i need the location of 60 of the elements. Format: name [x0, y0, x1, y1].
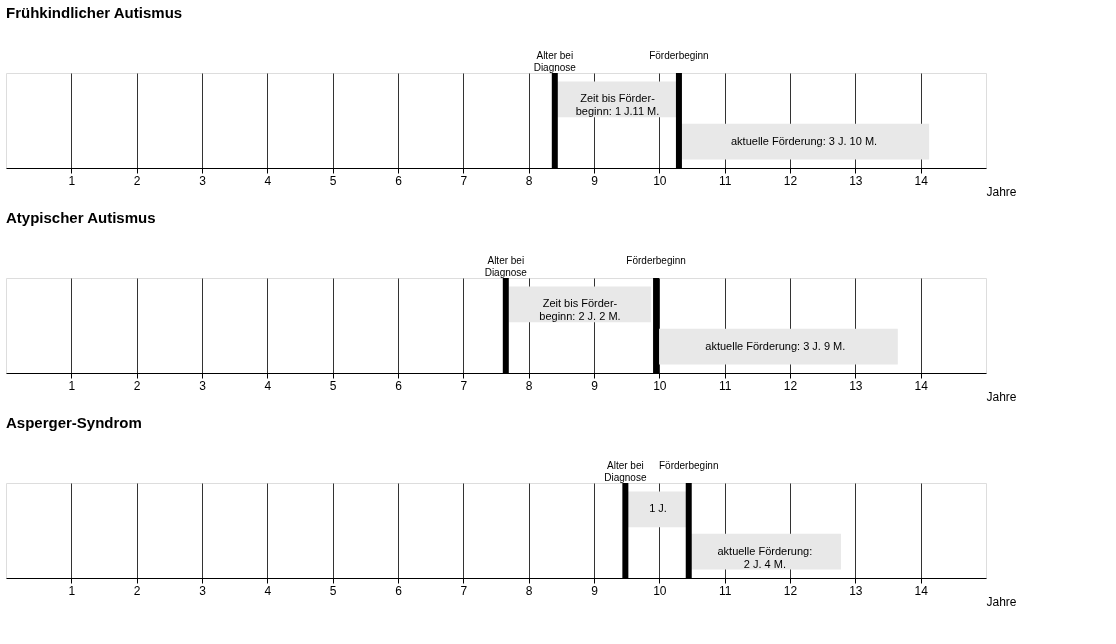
x-tick-label: 13 — [849, 173, 863, 188]
x-tick-label: 1 — [68, 583, 76, 598]
x-tick-label: 10 — [653, 173, 667, 188]
ref-line-label: Alter bei Diagnose — [604, 460, 647, 483]
x-tick-label: 14 — [914, 173, 929, 188]
ref-line-label: Alter bei Diagnose — [533, 50, 577, 73]
x-tick-label: 6 — [395, 583, 403, 598]
x-tick-label: 4 — [264, 378, 272, 393]
ref-line-label: Alter bei Diagnose — [484, 255, 528, 278]
data-label: Zeit bis Förder- beginn: 1 J.11 M. — [575, 92, 660, 118]
x-tick-label: 1 — [68, 378, 76, 393]
x-tick-label: 13 — [849, 583, 863, 598]
x-tick-label: 11 — [718, 378, 732, 393]
x-tick-label: 2 — [133, 173, 141, 188]
x-tick-label: 8 — [525, 378, 533, 393]
x-tick-label: 12 — [783, 583, 798, 598]
x-tick-label: 8 — [525, 583, 533, 598]
x-tick-label: 4 — [264, 583, 272, 598]
data-label: 1 J. — [649, 502, 667, 515]
x-tick-label: 12 — [783, 173, 798, 188]
x-tick-label: 4 — [264, 173, 272, 188]
x-tick-label: 14 — [914, 378, 929, 393]
x-tick-label: 7 — [460, 173, 468, 188]
x-tick-label: 3 — [199, 583, 207, 598]
x-tick-label: 1 — [68, 173, 76, 188]
x-tick-label: 5 — [329, 583, 337, 598]
x-tick-label: 12 — [783, 378, 798, 393]
chart-title: Atypischer Autismus — [6, 209, 156, 226]
ref-line-label: Förderbeginn — [658, 460, 719, 471]
x-tick-label: 7 — [460, 378, 468, 393]
x-tick-label: 13 — [849, 378, 863, 393]
x-tick-label: 6 — [395, 378, 403, 393]
x-tick-label: 9 — [591, 378, 599, 393]
x-tick-label: 11 — [718, 583, 732, 598]
x-axis-title: Jahre — [986, 184, 1017, 199]
ref-line-label: Förderbeginn — [649, 50, 709, 61]
x-tick-label: 8 — [525, 173, 533, 188]
data-label: aktuelle Förderung: 2 J. 4 M. — [717, 544, 813, 570]
x-tick-label: 10 — [653, 583, 667, 598]
x-tick-label: 3 — [199, 378, 207, 393]
x-tick-label: 9 — [591, 583, 599, 598]
x-tick-label: 10 — [653, 378, 667, 393]
x-tick-label: 5 — [329, 378, 337, 393]
x-tick-label: 7 — [460, 583, 468, 598]
x-axis-title: Jahre — [986, 389, 1017, 404]
data-label: Zeit bis Förder- beginn: 2 J. 2 M. — [539, 297, 621, 323]
chart-title: Asperger-Syndrom — [6, 414, 142, 431]
chart-title: Frühkindlicher Autismus — [6, 4, 183, 21]
x-tick-label: 6 — [395, 173, 403, 188]
data-label: aktuelle Förderung: 3 J. 10 M. — [730, 134, 878, 147]
x-tick-label: 2 — [133, 378, 141, 393]
x-tick-label: 14 — [914, 583, 929, 598]
x-tick-label: 5 — [329, 173, 337, 188]
x-tick-label: 9 — [591, 173, 599, 188]
x-tick-label: 2 — [133, 583, 141, 598]
x-tick-label: 3 — [199, 173, 207, 188]
data-label: aktuelle Förderung: 3 J. 9 M. — [705, 339, 846, 352]
x-axis-title: Jahre — [986, 594, 1017, 609]
ref-line-label: Förderbeginn — [626, 255, 686, 266]
x-tick-label: 11 — [718, 173, 732, 188]
